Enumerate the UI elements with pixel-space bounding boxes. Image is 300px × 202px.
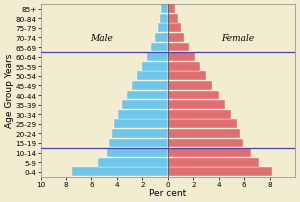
Bar [107,148,168,157]
Bar [168,110,232,119]
Bar [168,62,200,71]
Bar [98,158,168,167]
Bar [168,34,184,43]
Bar [168,24,181,33]
Y-axis label: Age Group Years: Age Group Years [5,54,14,128]
Bar [158,24,168,33]
Bar [168,167,272,176]
Bar [168,129,240,138]
Bar [118,110,168,119]
Bar [168,43,190,52]
Bar [168,148,250,157]
Bar [151,43,168,52]
Bar [109,139,168,148]
Bar [168,5,176,14]
Bar [127,91,168,100]
Bar [72,167,168,176]
Bar [155,34,168,43]
Bar [168,101,225,109]
Text: Female: Female [221,34,254,43]
Bar [114,120,168,129]
Bar [168,158,260,167]
Bar [168,82,212,90]
Bar [168,139,243,148]
Bar [168,15,178,24]
Bar [160,15,168,24]
Bar [112,129,168,138]
Bar [132,82,168,90]
Text: Male: Male [90,34,113,43]
Bar [168,91,219,100]
Bar [161,5,168,14]
Bar [122,101,168,109]
X-axis label: Per cent: Per cent [149,188,187,197]
Bar [142,62,168,71]
Bar [148,53,168,62]
Bar [168,53,195,62]
Bar [168,120,237,129]
Bar [137,72,168,81]
Bar [168,72,206,81]
